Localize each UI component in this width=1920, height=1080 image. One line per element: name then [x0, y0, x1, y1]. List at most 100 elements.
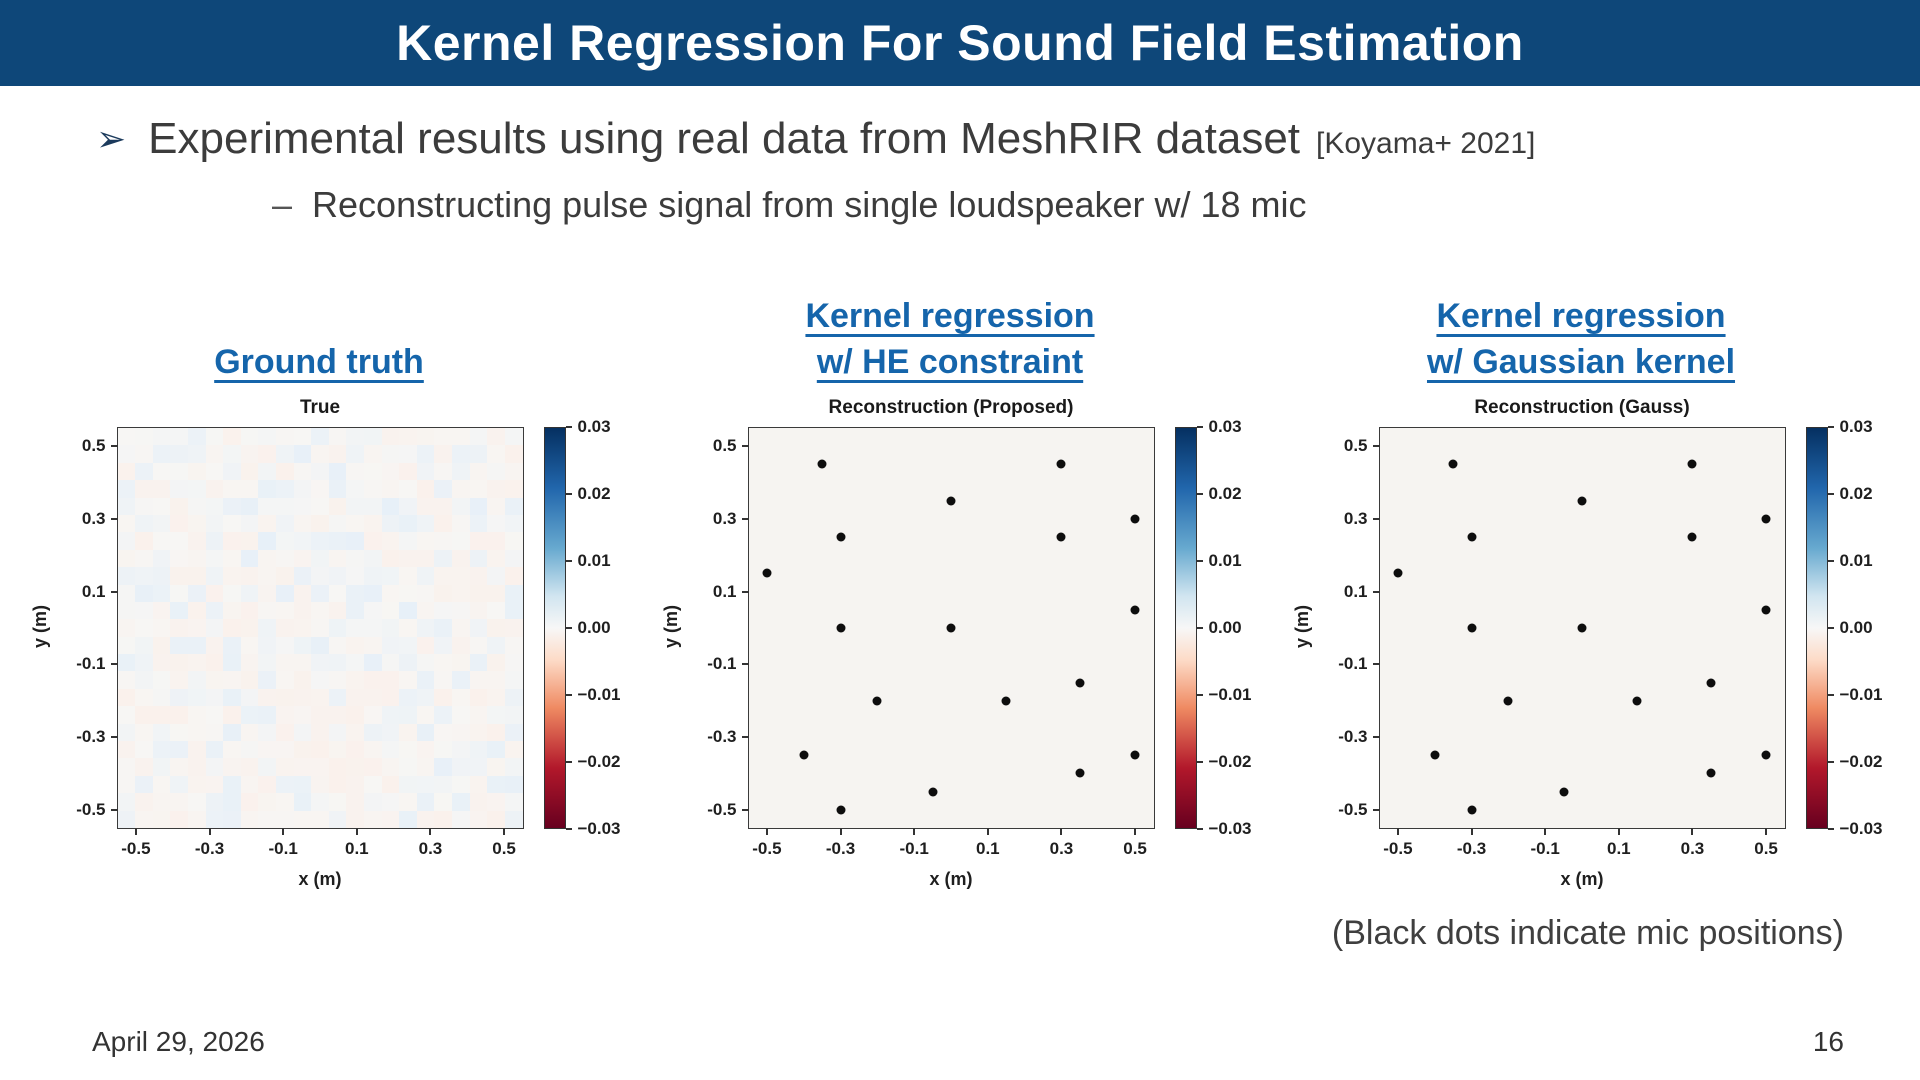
mic-positions-caption: (Black dots indicate mic positions) — [1331, 914, 1844, 952]
x-tick-label: -0.3 — [825, 839, 856, 858]
mic-position-dot — [1687, 532, 1697, 542]
y-tick-label: 0.3 — [712, 508, 737, 528]
colorbar-tick-mark — [565, 559, 572, 562]
mic-position-dot — [817, 459, 827, 469]
mic-position-dot — [1577, 623, 1587, 633]
mic-position-dot — [1130, 605, 1140, 615]
colorbar-tick-mark — [565, 627, 572, 629]
y-tick-mark — [741, 590, 749, 593]
y-tick-mark — [741, 808, 749, 811]
mic-position-dot — [1393, 568, 1403, 578]
mic-position-dot — [1056, 532, 1066, 542]
colorbar-tick-mark — [1827, 559, 1834, 562]
x-tick-mark — [208, 828, 211, 835]
colorbar-tick-mark — [1827, 760, 1834, 763]
y-tick-mark — [110, 590, 118, 593]
colorbar-tick-label: 0.01 — [1839, 550, 1873, 570]
colorbar-tick-label: −0.02 — [1208, 751, 1252, 771]
colorbar-tick-label: −0.02 — [1839, 751, 1883, 771]
x-tick-label: -0.1 — [1530, 839, 1560, 858]
y-tick-mark — [1372, 517, 1380, 520]
colorbar-tick-mark — [1827, 627, 1834, 629]
y-tick-label: -0.1 — [1338, 654, 1368, 674]
figure-he-constraint: Kernel regression w/ HE constraint y (m)… — [654, 285, 1267, 890]
heatmap-noise — [117, 428, 523, 828]
mic-position-dot — [1503, 696, 1513, 706]
x-tick-mark — [1470, 828, 1473, 835]
x-tick-mark — [913, 828, 916, 835]
y-axis-label: y (m) — [30, 605, 50, 649]
y-tick-mark — [741, 445, 749, 448]
plot-wrap: Reconstruction (Proposed) -0.5 -0.3 -0.1 0.… — [707, 397, 1155, 890]
bullet-item: ➢ Experimental results using real data fr… — [96, 110, 1920, 173]
x-tick-label: 0.5 — [492, 839, 516, 858]
heading-line: w/ Gaussian kernel — [1426, 343, 1736, 381]
figure-ground-truth: Ground truth y (m) True -0.5 -0.3 -0.1 0.1 0… — [23, 285, 636, 890]
slide-title: Kernel Regression For Sound Field Estima… — [396, 15, 1524, 71]
plot-title: True — [299, 397, 341, 418]
colorbar-tick-label: −0.01 — [1839, 685, 1883, 704]
colorbar-group: 0.03 0.02 0.01 0.00 −0.01 −0.02 −0.03 — [1174, 417, 1267, 838]
x-tick-label: 0.1 — [975, 839, 1000, 858]
heading-line: Kernel regression — [805, 297, 1095, 335]
mic-position-dot — [1075, 678, 1085, 688]
figure-body: y (m) True -0.5 -0.3 -0.1 0.1 0.3 0.5 0.5 0.3 0.… — [23, 397, 636, 890]
colorbar-tick-label: 0.02 — [1839, 484, 1873, 503]
x-tick-mark — [1060, 828, 1063, 835]
mic-position-dot — [762, 568, 772, 578]
mic-position-dot — [1706, 768, 1716, 778]
y-tick-label: -0.3 — [76, 727, 106, 747]
plot-wrap: Reconstruction (Gauss) -0.5 -0.3 -0.1 0.1 0.… — [1338, 397, 1786, 890]
mic-position-dot — [836, 805, 846, 815]
plot-area-true-heatmap: -0.5 -0.3 -0.1 0.1 0.3 0.5 0.5 0.3 0.1 -0.1 -0.3 -0… — [76, 427, 524, 858]
mic-position-dot — [1467, 623, 1477, 633]
mic-position-dot — [946, 623, 956, 633]
x-tick-label: -0.5 — [121, 839, 151, 858]
colorbar-tick-label: 0.02 — [1208, 484, 1242, 503]
colorbar-tick-label: −0.01 — [577, 685, 621, 704]
plot-wrap: True -0.5 -0.3 -0.1 0.1 0.3 0.5 0.5 0.3 0.1 -0.1-… — [76, 397, 524, 890]
mic-position-dot — [1448, 459, 1458, 469]
sub-bullet-item: – Reconstructing pulse signal from single… — [272, 181, 1920, 229]
x-tick-mark — [134, 828, 137, 835]
colorbar-tick-label: 0.00 — [1208, 618, 1242, 637]
heading-line: w/ HE constraint — [816, 343, 1084, 381]
plot-area-reconstruction-gauss: -0.5 -0.3 -0.1 0.1 0.3 0.5 0.5 0.3 0.1 -0.1 -0.3 -0… — [1338, 427, 1786, 858]
x-tick-mark — [355, 828, 358, 835]
plot-area-reconstruction-proposed: -0.5 -0.3 -0.1 0.1 0.3 0.5 0.5 0.3 0.1 -0.1 -0.3 -0… — [707, 427, 1155, 858]
colorbar-tick-label: −0.03 — [577, 819, 621, 838]
colorbar-tick-mark — [1196, 559, 1203, 562]
y-tick-label: 0.3 — [1343, 508, 1368, 528]
y-tick-mark — [110, 736, 118, 739]
x-tick-label: 0.1 — [344, 839, 369, 858]
colorbar-tick-mark — [565, 426, 572, 428]
x-tick-mark — [429, 828, 432, 835]
y-tick-label: -0.3 — [1338, 727, 1368, 747]
mic-position-dot — [1430, 750, 1440, 760]
slide-header-bar: Kernel Regression For Sound Field Estima… — [0, 0, 1920, 86]
y-tick-label: -0.5 — [76, 799, 106, 819]
mic-position-dot — [1761, 605, 1771, 615]
x-tick-label: 0.3 — [1049, 839, 1074, 858]
x-tick-mark — [839, 828, 842, 835]
x-tick-label: 0.5 — [1754, 839, 1778, 858]
y-tick-mark — [741, 663, 749, 666]
y-tick-label: 0.5 — [81, 436, 106, 456]
colorbar-tick-mark — [565, 828, 572, 830]
mic-position-dot — [1706, 678, 1716, 688]
citation-text: [Koyama+ 2021] — [1316, 127, 1536, 160]
x-tick-label: -0.5 — [1383, 839, 1413, 858]
y-axis-label-column: y (m) — [654, 427, 690, 827]
sub-bullet-text: Reconstructing pulse signal from single … — [312, 184, 1307, 225]
y-axis-label-column: y (m) — [23, 427, 59, 827]
mic-position-dot — [1577, 496, 1587, 506]
x-tick-label: 0.3 — [1680, 839, 1705, 858]
y-tick-label: 0.5 — [1343, 436, 1368, 456]
colorbar-tick-mark — [1196, 426, 1203, 428]
figure-heading-ground-truth: Ground truth — [117, 285, 522, 385]
colorbar-tick-mark — [1196, 694, 1203, 696]
colorbar-tick-label: 0.02 — [577, 484, 611, 503]
colorbar-tick-label: 0.03 — [1839, 417, 1873, 436]
x-tick-mark — [1544, 828, 1547, 835]
